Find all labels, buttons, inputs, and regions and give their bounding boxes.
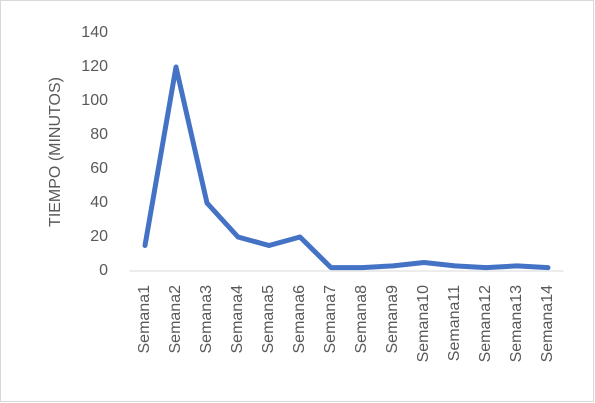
x-tick-label: Semana7 xyxy=(322,285,339,354)
x-tick-label: Semana8 xyxy=(353,285,370,354)
y-tick-label: 80 xyxy=(90,126,108,143)
x-tick-label: Semana2 xyxy=(167,285,184,354)
x-tick-label: Semana1 xyxy=(136,285,153,354)
x-tick-label: Semana11 xyxy=(446,285,463,361)
y-tick-label: 140 xyxy=(81,24,108,41)
y-tick-label: 20 xyxy=(90,228,108,245)
y-tick-label: 0 xyxy=(99,262,108,279)
x-tick-label: Semana14 xyxy=(539,285,556,362)
y-tick-label: 60 xyxy=(90,160,108,177)
y-tick-label: 100 xyxy=(81,92,108,109)
x-tick-label: Semana5 xyxy=(260,285,277,354)
x-tick-label: Semana12 xyxy=(477,285,494,362)
y-tick-label: 40 xyxy=(90,194,108,211)
y-axis-label: TIEMPO (MINUTOS) xyxy=(47,77,64,227)
x-tick-label: Semana13 xyxy=(508,285,525,362)
data-line xyxy=(142,64,551,271)
x-tick-label: Semana6 xyxy=(291,285,308,354)
x-tick-label: Semana3 xyxy=(198,285,215,354)
y-tick-label: 120 xyxy=(81,58,108,75)
x-tick-label: Semana9 xyxy=(384,285,401,354)
x-tick-label: Semana10 xyxy=(415,285,432,362)
x-tick-label: Semana4 xyxy=(229,285,246,354)
